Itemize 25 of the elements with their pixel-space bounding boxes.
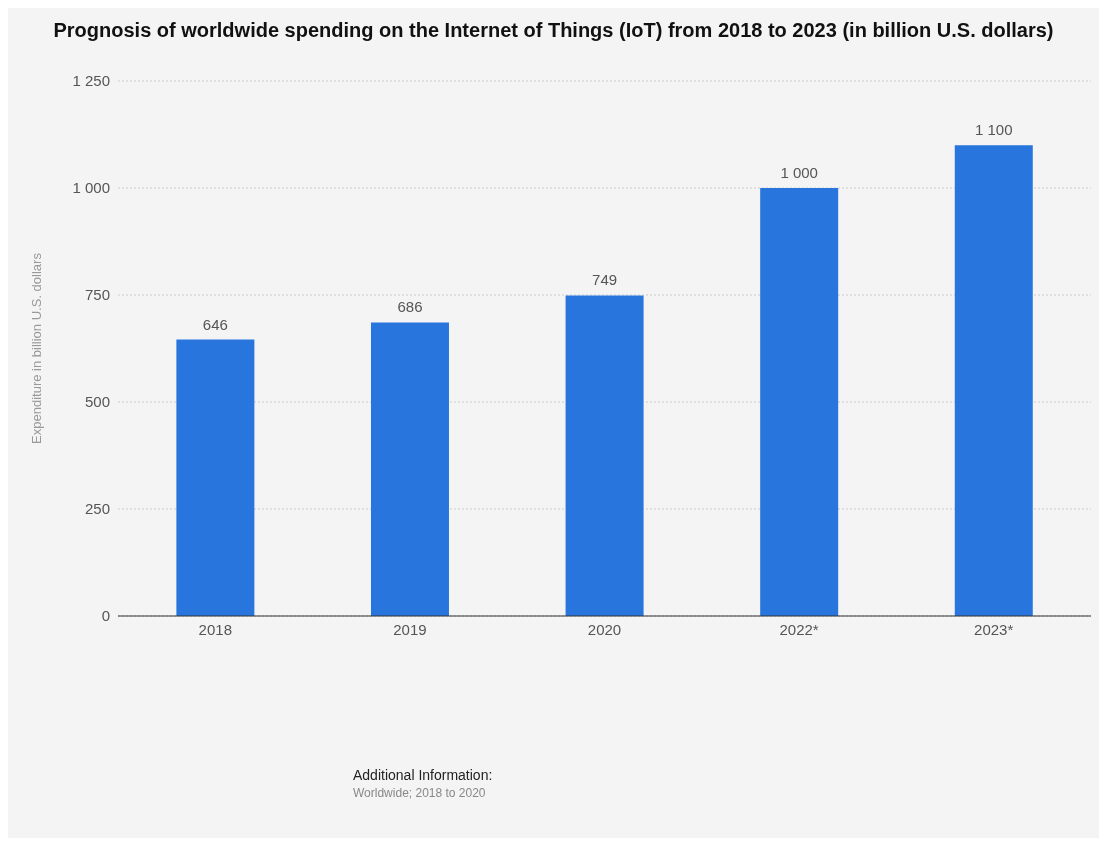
y-tick-label: 750 — [84, 286, 110, 304]
bar — [760, 188, 839, 616]
y-tick-label: 500 — [84, 393, 110, 411]
chart-title: Prognosis of worldwide spending on the Internet of Things (IoT) from 2018 to 2023 (in billion U.S. dollars) — [52, 18, 1055, 43]
bar — [954, 145, 1033, 616]
x-tick-label: 2020 — [587, 620, 622, 638]
data-label: 1 000 — [780, 164, 818, 181]
y-tick-label: 0 — [101, 607, 110, 625]
x-tick-label: 2019 — [393, 620, 427, 638]
text: Worldwide; 2018 to 2020 — [353, 785, 487, 802]
text: Additional Information: — [353, 766, 493, 784]
data-label: 1 100 — [975, 121, 1013, 139]
x-tick-label: 2018 — [198, 620, 232, 638]
x-tick-label: 2023* — [974, 620, 1014, 638]
bar — [565, 295, 644, 616]
data-label: 646 — [202, 315, 228, 333]
y-tick-label: 1 250 — [72, 72, 110, 90]
y-tick-label: 1 000 — [72, 179, 110, 197]
bar — [370, 322, 449, 616]
bar — [176, 339, 255, 616]
x-tick-label: 2022* — [779, 620, 819, 638]
y-axis-title: Expenditure in billion U.S. dollars — [28, 252, 44, 444]
y-tick-label: 250 — [84, 500, 110, 518]
data-label: 686 — [397, 298, 423, 316]
data-label: 749 — [592, 271, 618, 289]
